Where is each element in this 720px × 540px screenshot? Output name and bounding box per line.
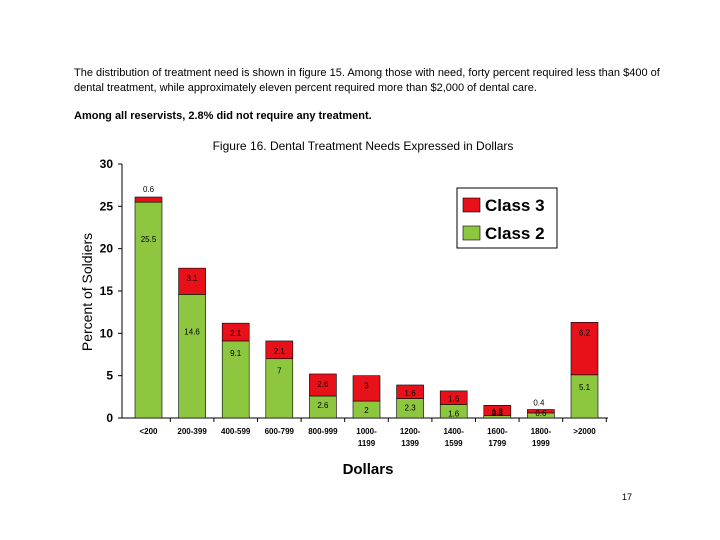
y-tick-label: 30 [100,157,114,171]
y-tick-label: 0 [106,411,113,425]
bar-class2 [178,294,206,419]
data-label-class3: 2.1 [230,329,242,338]
x-tick-label: 1599 [445,439,463,448]
data-label-class3: 1.6 [448,395,460,404]
legend-swatch-class3 [462,197,481,213]
data-label-class2: 14.6 [184,327,200,336]
bar-class3 [265,340,294,360]
bar-class2 [570,374,599,419]
chart-title: Figure 16. Dental Treatment Needs Expres… [213,139,514,153]
bar-class3 [309,373,337,397]
intro-paragraph: The distribution of treatment need is sh… [74,67,660,94]
data-label-class2: 2.3 [405,404,417,413]
x-tick-label: 600-799 [265,427,295,436]
x-tick-label: 1800- [531,427,552,436]
legend-label-class2: Class 2 [485,224,545,243]
y-tick-label: 15 [100,284,114,298]
data-label-class3: 2.6 [317,380,329,389]
data-label-class2: 2.6 [317,401,329,410]
x-tick-label: 1600- [487,427,508,436]
x-tick-label: 1000- [356,427,377,436]
x-tick-label: 200-399 [177,427,207,436]
data-label-class3: 0.6 [143,185,155,194]
bar-class3 [483,404,512,416]
x-tick-label: 1799 [488,439,506,448]
x-tick-label: <200 [139,427,158,436]
data-label-class3: 3 [364,382,369,391]
data-label-class3: 3.1 [187,274,199,283]
data-label-class3: 0.4 [533,399,545,408]
x-tick-label: 400-599 [221,427,251,436]
data-label-class3: 1.2 [492,407,504,416]
x-tick-label: >2000 [573,427,596,436]
bar-class3 [396,384,424,399]
page-number: 17 [622,492,633,502]
data-label-class3: 1.6 [405,389,417,398]
data-label-class2: 25.5 [141,235,157,244]
bar-class3 [352,375,381,402]
reservist-note: Among all reservists, 2.8% did not requi… [74,110,372,122]
x-tick-label: 800-999 [308,427,338,436]
legend-swatch-class2 [462,225,481,241]
y-tick-label: 20 [100,242,114,256]
data-label-class2: 5.1 [579,383,591,392]
y-tick-label: 5 [106,369,113,383]
data-label-class3: 6.2 [579,328,591,337]
legend-label-class3: Class 3 [485,196,545,215]
bar-class3 [178,267,206,295]
bar-class2 [134,201,163,419]
data-label-class3: 2.1 [274,347,286,356]
x-tick-label: 1199 [358,439,376,448]
x-tick-label: 1399 [401,439,419,448]
bar-class3 [570,322,599,376]
data-label-class2: 0.6 [535,409,547,418]
y-tick-label: 25 [100,199,114,213]
bar-class3 [221,322,250,342]
bar-class3 [134,196,163,203]
x-tick-label: 1400- [443,427,464,436]
x-tick-label: 1200- [400,427,421,436]
data-label-class2: 7 [277,367,282,376]
data-label-class2: 0.3 [492,409,504,418]
y-axis-label: Percent of Soldiers [79,233,95,351]
bar-class2 [221,340,250,419]
data-label-class2: 2 [364,406,369,415]
bar-class3 [439,390,468,405]
bar-class2 [265,358,294,419]
y-tick-label: 10 [100,326,114,340]
x-tick-label: 1999 [532,439,550,448]
data-label-class2: 1.6 [448,409,460,418]
x-axis-label: Dollars [343,461,394,478]
bar-class3 [527,409,555,414]
data-label-class2: 9.1 [230,349,242,358]
